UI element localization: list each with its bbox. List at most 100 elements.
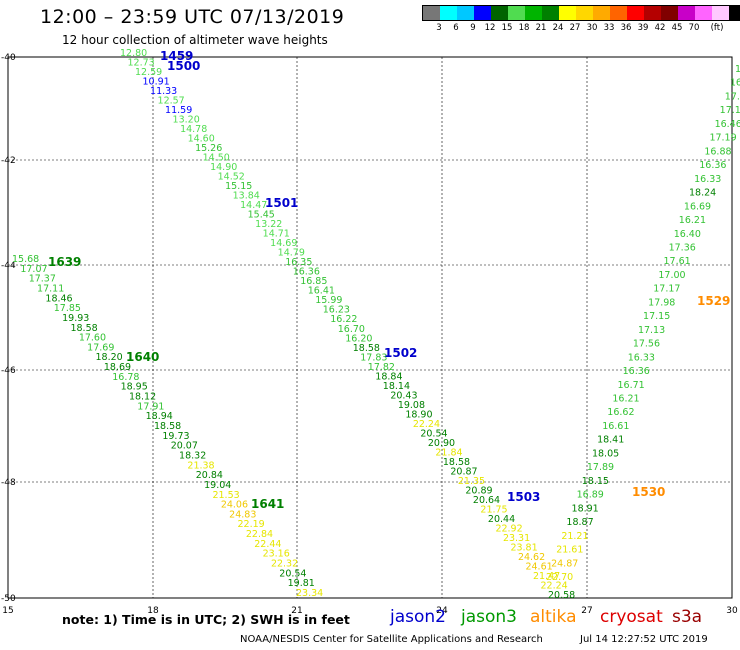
swh-value: 16.36	[623, 366, 650, 377]
swh-value: 20.07	[171, 441, 198, 452]
swh-value: 15.99	[315, 295, 342, 306]
swh-value: 22.19	[238, 519, 265, 530]
pass-label: 1501	[265, 196, 298, 210]
legend-tick-label: 24	[552, 23, 564, 33]
pass-label: 1641	[251, 497, 284, 511]
swh-value: 11.33	[150, 86, 177, 97]
swh-value: 21.21	[561, 531, 588, 542]
legend-tick-label: 15	[501, 23, 513, 33]
legend-tick-label: 18	[518, 23, 530, 33]
legend-swatch	[627, 6, 644, 20]
swh-value: 24.61	[525, 561, 552, 572]
swh-value: 16.88	[704, 146, 731, 157]
legend-swatch	[576, 6, 593, 20]
swh-value: 18.87	[566, 517, 593, 528]
swh-value: 16.22	[330, 314, 357, 325]
swh-value: 16.20	[345, 333, 372, 344]
lon-label: 15	[2, 606, 13, 616]
swh-value: 22.84	[246, 529, 273, 540]
swh-value: 14.79	[278, 248, 305, 259]
swh-value: 12.73	[128, 58, 155, 69]
footnote: note: 1) Time is in UTC; 2) SWH is in fe…	[62, 612, 350, 627]
swh-value: 18.24	[689, 188, 716, 199]
swh-value: 16.36	[293, 267, 320, 278]
lon-label: 30	[726, 606, 738, 616]
swh-value: 14.60	[188, 134, 215, 145]
swh-value: 17.37	[29, 274, 56, 285]
legend-tick-label: 6	[453, 23, 459, 33]
swh-value: 24.87	[551, 558, 578, 569]
swh-value: 17.83	[360, 352, 387, 363]
swh-value: 21.61	[556, 545, 583, 556]
swh-value: 24.62	[518, 552, 545, 563]
legend-swatch	[423, 6, 440, 20]
legend-swatch	[593, 6, 610, 20]
swh-value: 17.56	[633, 339, 660, 350]
swh-value: 17.89	[587, 462, 614, 473]
swh-value: 18.90	[405, 409, 432, 420]
swh-value: 18.12	[129, 392, 156, 403]
swh-value: 17.11	[37, 283, 64, 294]
swh-value: 20.54	[279, 568, 306, 579]
swh-value: 17.98	[648, 297, 675, 308]
legend-swatch	[542, 6, 559, 20]
legend-swatch	[457, 6, 474, 20]
swh-value: 15.68	[12, 254, 39, 265]
swh-value: 21.84	[435, 447, 462, 458]
legend-tick-label: 33	[603, 23, 615, 33]
lat-label: -42	[1, 156, 16, 166]
legend-tick-label: 30	[586, 23, 598, 33]
legend-color-bar	[422, 5, 740, 21]
legend-tick-label: 70	[688, 23, 700, 33]
swh-value: 17.15	[643, 311, 670, 322]
swh-value: 12.80	[120, 48, 147, 59]
swh-value: 17.19	[709, 133, 736, 144]
swh-value: 18.95	[121, 382, 148, 393]
swh-value: 17.00	[658, 270, 685, 281]
legend-tick-label: 45	[671, 23, 683, 33]
lat-label: -40	[1, 53, 16, 63]
pass-label: 1529	[697, 294, 730, 308]
swh-value: 17.17	[653, 284, 680, 295]
swh-value: 22.92	[495, 523, 522, 534]
swh-value: 16.80	[730, 78, 740, 89]
swh-value: 15.15	[225, 181, 252, 192]
legend-swatch	[508, 6, 525, 20]
swh-value: 18.41	[597, 435, 624, 446]
swh-value: 14.90	[210, 162, 237, 173]
swh-value: 16.62	[607, 407, 634, 418]
swh-value: 18.14	[383, 381, 410, 392]
lat-label: -44	[1, 261, 16, 271]
swh-value: 16.41	[308, 286, 335, 297]
swh-value: 14.50	[203, 153, 230, 164]
swh-value: 16.69	[684, 201, 711, 212]
lat-label: -48	[1, 478, 16, 488]
legend-tick-label: 3	[436, 23, 442, 33]
swh-value: 23.81	[510, 542, 537, 553]
swh-value: 20.90	[428, 438, 455, 449]
swh-value: 20.87	[450, 466, 477, 477]
legend-swatch	[644, 6, 661, 20]
swh-value: 18.84	[375, 371, 402, 382]
legend-swatch	[661, 6, 678, 20]
swh-value: 22.24	[413, 419, 440, 430]
swh-value: 18.94	[146, 411, 173, 422]
swh-value: 16.35	[285, 257, 312, 268]
swh-value: 20.84	[196, 470, 223, 481]
legend-swatch	[610, 6, 627, 20]
legend-swatch	[474, 6, 491, 20]
legend-swatch	[712, 6, 729, 20]
swh-value: 12.59	[135, 67, 162, 78]
swh-value: 16.46	[715, 119, 740, 130]
swh-value: 13.20	[173, 115, 200, 126]
swh-value: 17.10	[725, 91, 740, 102]
swh-value: 15.26	[195, 143, 222, 154]
map-title: 12:00 – 23:59 UTC 07/13/2019	[40, 6, 345, 28]
swh-value: 16.40	[674, 229, 701, 240]
lon-label: 21	[291, 606, 302, 616]
swh-value: 23.16	[263, 549, 290, 560]
mission-altika: altika	[530, 607, 577, 627]
swh-value: 16.33	[628, 352, 655, 363]
legend-labels: 3 6 9 12 15 18 21 24 27 30 33 36 39 42 45 70 (ft)	[422, 21, 740, 33]
